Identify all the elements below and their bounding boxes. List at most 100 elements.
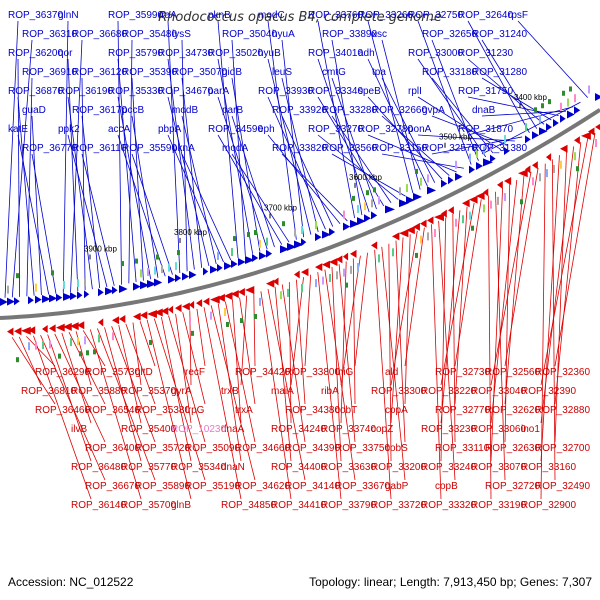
forward-gene-label: ROP_31240: [472, 29, 527, 40]
forward-gene-connector: [417, 96, 501, 150]
reverse-gene-connector: [452, 213, 456, 443]
feature-mark: [476, 150, 478, 159]
rna-mark: [520, 199, 523, 205]
forward-gene-connector: [67, 58, 79, 292]
rna-mark: [135, 258, 138, 264]
reverse-gene-connector: [11, 337, 56, 405]
reverse-gene-label: trxA: [235, 405, 253, 416]
feature-mark: [420, 235, 422, 244]
rna-mark: [282, 221, 285, 227]
forward-gene-arrow: [77, 291, 83, 300]
forward-gene-label: ROP_36680: [72, 29, 127, 40]
kbp-scale: 3400 kbp 3500 kbp 3600 kbp 3700 kbp 3800 kbp…: [84, 93, 547, 260]
genome-backbone: [0, 108, 600, 320]
reverse-gene-arrow: [161, 307, 169, 316]
forward-gene-connector: [131, 153, 173, 275]
rna-mark: [79, 351, 82, 357]
reverse-gene-connector: [240, 295, 248, 386]
feature-mark: [406, 184, 408, 193]
forward-gene-connector: [11, 39, 33, 298]
feature-mark: [112, 332, 114, 341]
forward-gene-label: ROP_34010: [308, 48, 363, 59]
forward-gene-label: lysS: [172, 29, 191, 40]
forward-gene-arrow: [385, 205, 395, 214]
forward-gene-label: ROP_35990: [108, 10, 163, 21]
reverse-gene-label: ROP_33220: [421, 386, 476, 397]
reverse-gene-label: ROP_33790: [321, 500, 376, 511]
feature-mark: [189, 316, 191, 325]
reverse-gene-label: ROP_33160: [521, 462, 576, 473]
feature-mark: [455, 160, 457, 169]
reverse-gene-label: ROP_32390: [521, 386, 576, 397]
feature-mark: [595, 139, 597, 148]
reverse-gene-connector: [338, 264, 356, 443]
reverse-gene-arrow: [224, 291, 233, 300]
reverse-gene-label: ROP_36460: [35, 405, 90, 416]
reverse-gene-connector: [210, 305, 256, 481]
reverse-gene-connector: [217, 303, 242, 462]
reverse-gene-label: glnB: [171, 500, 191, 511]
forward-gene-arrow: [133, 282, 141, 291]
reverse-gene-connector: [82, 330, 106, 367]
reverse-gene-arrow: [168, 305, 174, 314]
forward-gene-label: hyuA: [272, 29, 295, 40]
reverse-gene-connector: [554, 150, 567, 443]
forward-gene-connector: [62, 20, 69, 293]
forward-gene-arrow: [35, 295, 42, 304]
feature-mark: [378, 254, 380, 263]
forward-gene-connector: [281, 115, 334, 227]
forward-gene-connector: [67, 96, 93, 290]
reverse-gene-label: ROP_33060: [471, 424, 526, 435]
forward-gene-label: parB: [222, 105, 243, 116]
forward-gene-label: ROP_33920: [272, 105, 327, 116]
forward-gene-label: ROP_34590: [208, 124, 263, 135]
reverse-gene-label: ino1: [521, 424, 540, 435]
forward-gene-label: ROP_31280: [472, 67, 527, 78]
forward-gene-arrow: [371, 211, 378, 220]
forward-gene-arrow: [259, 251, 267, 260]
forward-gene-connector: [381, 115, 450, 176]
feature-mark: [217, 251, 219, 260]
reverse-gene-arrow: [175, 304, 182, 313]
feature-mark: [287, 288, 289, 297]
rna-mark: [562, 90, 565, 96]
forward-gene-connector: [128, 39, 133, 284]
reverse-gene-connector: [440, 217, 447, 462]
reverse-gene-label: ROP_34400: [271, 462, 326, 473]
reverse-gene-label: ROP_36480: [71, 462, 126, 473]
feature-mark: [35, 283, 37, 292]
reverse-gene-label: ROP_33800: [285, 367, 340, 378]
feature-mark: [42, 341, 44, 350]
reverse-gene-label: ROP_35400: [121, 424, 176, 435]
reverse-gene-arrow: [560, 144, 568, 153]
reverse-gene-label: ROP_33740: [321, 424, 376, 435]
reverse-gene-label: ROP_32730: [435, 367, 490, 378]
forward-gene-arrow: [539, 127, 548, 136]
rna-mark: [548, 99, 551, 105]
reverse-gene-arrow: [56, 323, 65, 332]
forward-gene-label: leuS: [272, 67, 292, 78]
reverse-gene-label: ROP_35890: [135, 481, 190, 492]
forward-gene-arrow: [63, 292, 73, 301]
reverse-gene-connector: [304, 274, 312, 367]
reverse-gene-label: ilvB: [71, 424, 87, 435]
reverse-gene-label: ROP_32770: [435, 405, 490, 416]
reverse-gene-connector: [540, 137, 589, 386]
reverse-gene-arrow: [350, 249, 357, 258]
forward-gene-connector: [167, 20, 181, 274]
reverse-gene-label: ROP_33300: [371, 386, 426, 397]
reverse-gene-arrow: [14, 327, 22, 336]
forward-gene-connector: [281, 39, 305, 238]
feature-mark: [399, 187, 401, 196]
forward-gene-arrow: [455, 172, 463, 181]
reverse-gene-connector: [47, 334, 92, 462]
kbp-label: 3900 kbp: [84, 244, 117, 253]
rna-mark: [149, 339, 152, 345]
forward-gene-connector: [117, 58, 137, 283]
reverse-gene-label: ROP_32720: [485, 481, 540, 492]
forward-gene-label: qor: [58, 48, 73, 59]
reverse-gene-arrow: [273, 277, 279, 286]
kbp-label: 3400 kbp: [514, 93, 547, 102]
genome-summary: Topology: linear; Length: 7,913,450 bp; …: [309, 575, 592, 589]
rna-mark: [373, 187, 376, 193]
